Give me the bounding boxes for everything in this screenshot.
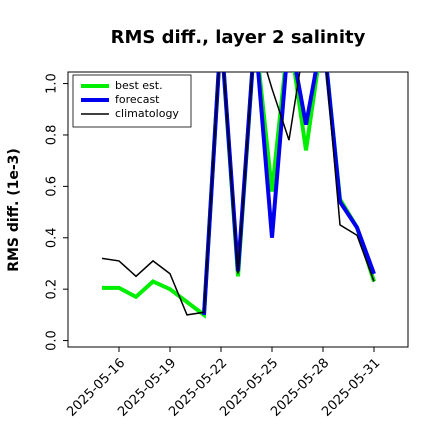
plot-frame [67, 71, 409, 348]
y-tick-label: 0.4 [45, 227, 60, 248]
legend-label: best est. [115, 79, 163, 92]
legend-label: forecast [115, 93, 160, 106]
y-tick-label: 0.0 [45, 330, 60, 351]
y-axis-label: RMS diff. (1e-3) [6, 148, 22, 272]
series-line [101, 72, 375, 316]
chart-title: RMS diff., layer 2 salinity [111, 27, 366, 48]
y-tick-label: 1.0 [45, 73, 60, 94]
series-line [202, 72, 376, 315]
plot-area [101, 72, 376, 319]
y-tick-label: 0.8 [45, 125, 60, 146]
legend-label: climatology [115, 107, 179, 120]
y-tick-label: 0.6 [45, 176, 60, 197]
y-tick-label: 0.2 [45, 279, 60, 300]
